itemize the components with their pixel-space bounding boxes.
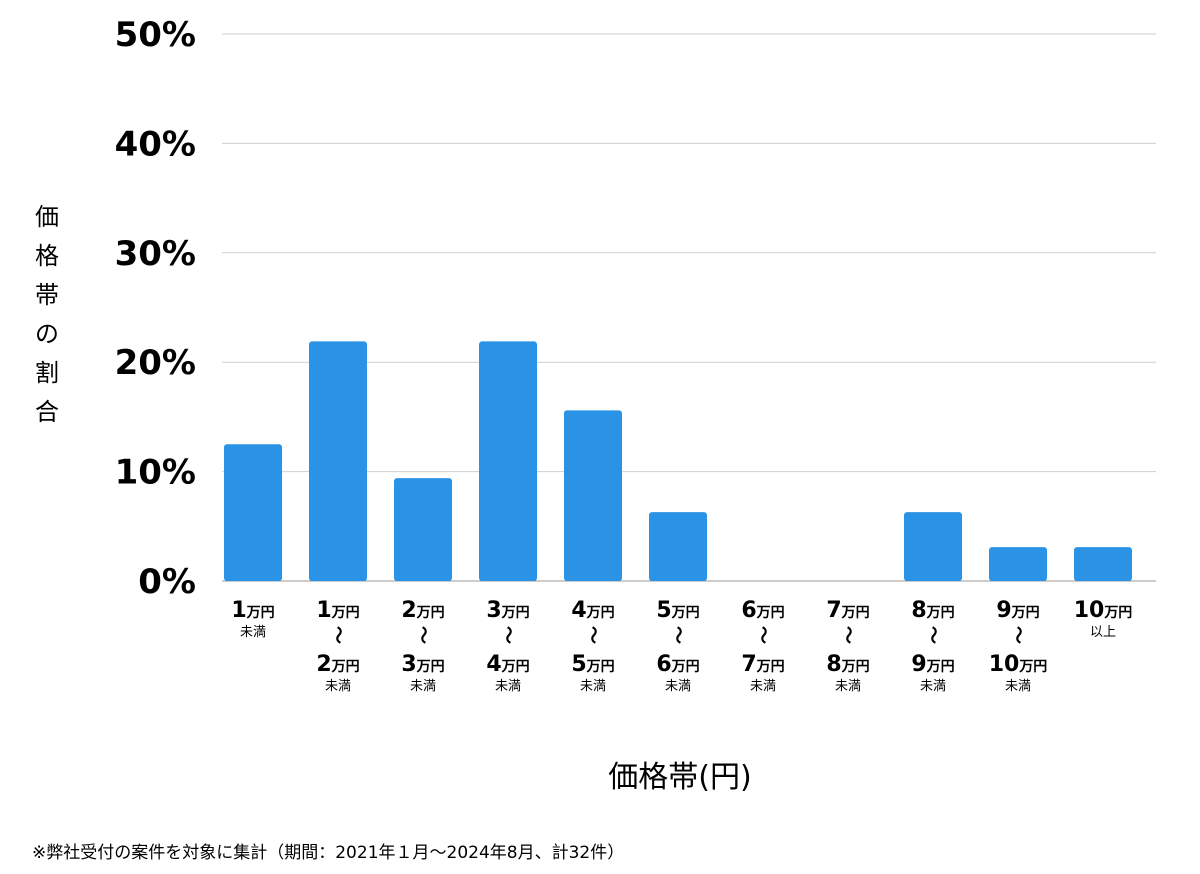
category-amount: 4万円 — [486, 652, 529, 677]
y-tick-label: 0% — [138, 562, 196, 602]
y-tick-label: 50% — [115, 15, 196, 55]
category-amount: 5万円 — [656, 598, 699, 623]
bar — [904, 512, 962, 581]
category-qualifier: 未満 — [495, 679, 521, 694]
category-range-sign: 〜 — [412, 626, 433, 644]
category-amount: 7万円 — [741, 652, 784, 677]
category-qualifier: 未満 — [750, 679, 776, 694]
category-amount: 8万円 — [826, 652, 869, 677]
category-range-sign: 〜 — [752, 626, 773, 644]
y-axis-label-char: 帯 — [35, 281, 59, 309]
category-amount: 6万円 — [656, 652, 699, 677]
category-amount: 8万円 — [911, 598, 954, 623]
x-axis-categories: 1万円未満1万円〜2万円未満2万円〜3万円未満3万円〜4万円未満4万円〜5万円未… — [231, 598, 1132, 694]
x-axis-label: 価格帯(円) — [608, 760, 752, 795]
category-amount: 1万円 — [316, 598, 359, 623]
category-amount: 6万円 — [741, 598, 784, 623]
category-range-sign: 〜 — [922, 626, 943, 644]
bar — [479, 341, 537, 581]
y-tick-label: 20% — [115, 343, 196, 383]
category-amount: 2万円 — [316, 652, 359, 677]
category-qualifier: 未満 — [1005, 679, 1031, 694]
y-axis-ticks: 0% 10% 20% 30% 40% 50% — [115, 15, 196, 602]
category-amount: 10万円 — [1074, 598, 1133, 623]
category-qualifier: 未満 — [325, 679, 351, 694]
category-qualifier: 未満 — [240, 625, 266, 640]
category-range-sign: 〜 — [837, 626, 858, 644]
bar — [309, 341, 367, 581]
category-amount: 9万円 — [996, 598, 1039, 623]
category-amount: 7万円 — [826, 598, 869, 623]
category-range-sign: 〜 — [327, 626, 348, 644]
y-tick-label: 10% — [115, 453, 196, 493]
category-amount: 2万円 — [401, 598, 444, 623]
bar — [224, 444, 282, 581]
y-axis-label-char: 割 — [35, 359, 59, 387]
category-qualifier: 未満 — [665, 679, 691, 694]
category-amount: 4万円 — [571, 598, 614, 623]
category-range-sign: 〜 — [1007, 626, 1028, 644]
y-axis-label: 価格帯の割合 — [30, 198, 64, 432]
category-qualifier: 未満 — [920, 679, 946, 694]
category-amount: 3万円 — [401, 652, 444, 677]
category-range-sign: 〜 — [667, 626, 688, 644]
y-tick-label: 40% — [115, 124, 196, 164]
y-axis-label-char: の — [35, 320, 59, 348]
y-axis-label-char: 合 — [35, 398, 59, 426]
category-amount: 10万円 — [989, 652, 1048, 677]
y-axis-label-char: 格 — [35, 242, 59, 270]
category-amount: 5万円 — [571, 652, 614, 677]
bar — [649, 512, 707, 581]
category-qualifier: 未満 — [410, 679, 436, 694]
category-amount: 9万円 — [911, 652, 954, 677]
bar — [1074, 547, 1132, 581]
category-range-sign: 〜 — [497, 626, 518, 644]
bar — [564, 410, 622, 581]
bar — [394, 478, 452, 581]
category-qualifier: 未満 — [580, 679, 606, 694]
category-amount: 1万円 — [231, 598, 274, 623]
bar — [989, 547, 1047, 581]
footnote: ※弊社受付の案件を対象に集計（期間：2021年１月〜2024年8月、計32件） — [32, 843, 625, 863]
category-amount: 3万円 — [486, 598, 529, 623]
bars — [224, 341, 1132, 581]
category-qualifier: 未満 — [835, 679, 861, 694]
y-axis-label-char: 価 — [35, 203, 59, 231]
category-range-sign: 〜 — [582, 626, 603, 644]
y-tick-label: 30% — [115, 234, 196, 274]
category-qualifier: 以上 — [1090, 625, 1116, 640]
